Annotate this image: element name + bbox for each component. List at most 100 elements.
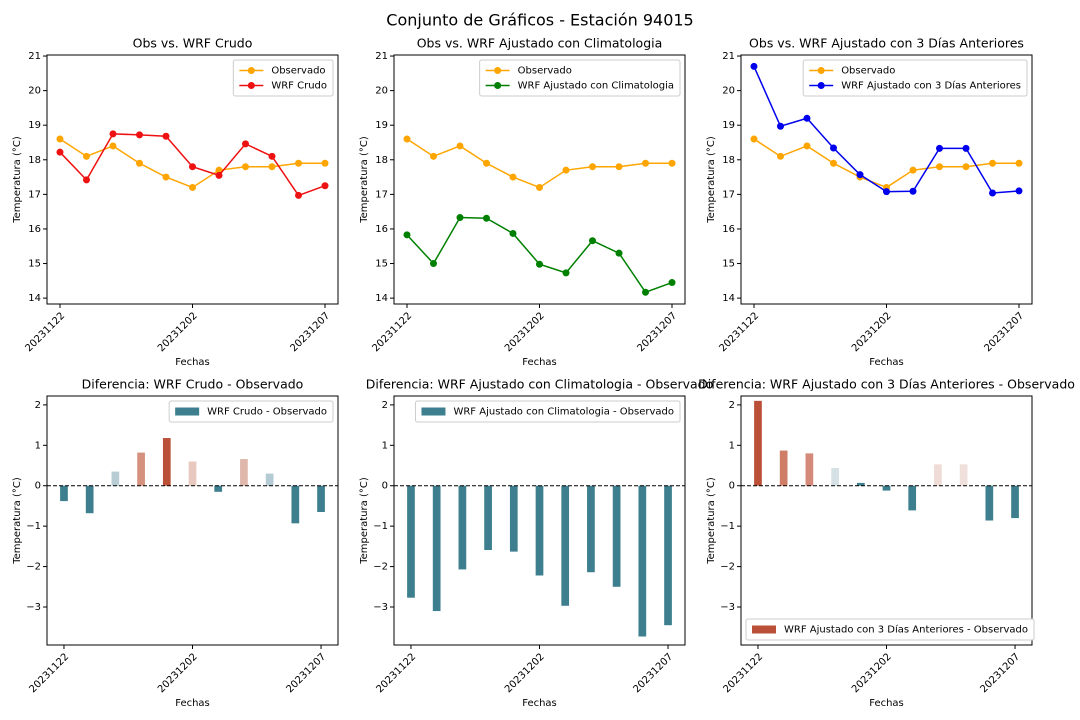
y-tick-label: 20 — [375, 86, 388, 97]
legend-box — [802, 59, 1028, 97]
bar — [60, 485, 68, 502]
legend-marker — [494, 67, 502, 74]
series-line — [406, 138, 673, 189]
legend: Observado WRF Ajustado con Climatologia — [479, 59, 681, 97]
y-tick-label: −2 — [26, 562, 41, 573]
x-tick-label: 20231207 — [635, 310, 679, 354]
x-axis-label: Fechas — [869, 698, 904, 709]
point — [162, 132, 170, 140]
legend-marker — [817, 67, 825, 74]
bar — [856, 482, 865, 486]
legend-swatch — [752, 625, 776, 634]
bar — [831, 467, 839, 486]
x-axis-label: Fechas — [522, 357, 557, 368]
legend-marker — [817, 82, 825, 89]
plot-frame — [740, 54, 1033, 305]
point — [668, 279, 676, 287]
bar — [188, 461, 197, 486]
legend: Observado WRF Ajustado con 3 Días Anterio… — [802, 59, 1028, 97]
legend: WRF Ajustado con Climatologia - Observad… — [414, 400, 681, 423]
x-tick-label: 20231202 — [850, 310, 894, 354]
point — [856, 171, 864, 179]
bar — [908, 485, 917, 511]
bar — [587, 485, 595, 573]
subplot: Diferencia: WRF Ajustado con 3 Días Ante… — [698, 377, 1075, 710]
subplot-title: Obs vs. WRF Crudo — [133, 36, 253, 51]
bar — [959, 464, 968, 486]
bar — [779, 450, 788, 486]
y-tick-label: −3 — [720, 602, 735, 613]
y-tick-label: 14 — [375, 293, 388, 304]
subplot-title: Diferencia: WRF Crudo - Observado — [82, 377, 304, 392]
x-axis-label: Fechas — [175, 357, 210, 368]
point — [536, 260, 543, 268]
y-tick-label: 1 — [729, 440, 735, 451]
legend-label: Observado — [518, 66, 572, 77]
point — [962, 163, 970, 171]
point — [429, 152, 437, 160]
y-tick-label: 17 — [28, 189, 41, 200]
y-axis-label: Temperatura (°C) — [706, 477, 717, 565]
point — [456, 142, 464, 150]
bar — [240, 459, 248, 486]
bar — [509, 485, 518, 552]
point — [615, 163, 623, 171]
point — [1015, 187, 1023, 195]
point — [135, 159, 143, 167]
x-tick-label: 20231122 — [27, 651, 71, 695]
y-tick-label: 20 — [28, 86, 41, 97]
bar — [214, 485, 223, 492]
point — [989, 159, 997, 167]
point — [189, 183, 196, 191]
y-axis-label: Temperatura (°C) — [359, 136, 370, 224]
subplot: Obs vs. WRF Crudo Fechas Temperatura (°C) 1… — [12, 36, 339, 368]
point — [589, 163, 597, 171]
x-axis-label: Fechas — [522, 698, 557, 709]
point — [509, 173, 517, 181]
point — [589, 237, 597, 245]
point — [562, 269, 570, 277]
point — [936, 144, 944, 152]
bar — [137, 452, 145, 486]
y-tick-label: 2 — [35, 400, 41, 411]
y-axis-label: Temperatura (°C) — [359, 477, 370, 565]
point — [962, 144, 970, 152]
point — [268, 163, 276, 171]
y-tick-label: 19 — [722, 120, 735, 131]
y-tick-label: 16 — [375, 224, 388, 235]
point — [536, 183, 543, 191]
point — [242, 140, 250, 148]
x-tick-label: 20231207 — [982, 310, 1026, 354]
point — [1015, 159, 1023, 167]
y-tick-label: −1 — [720, 521, 735, 532]
y-tick-label: −1 — [373, 521, 388, 532]
legend: Observado WRF Crudo — [232, 59, 334, 97]
legend-box — [232, 59, 334, 97]
x-tick-label: 20231202 — [503, 651, 547, 695]
y-tick-label: 18 — [375, 155, 388, 166]
bar — [432, 485, 441, 612]
bar — [934, 464, 942, 486]
legend-box — [168, 400, 334, 423]
y-axis-label: Temperatura (°C) — [12, 477, 23, 565]
point — [750, 135, 758, 143]
point — [135, 131, 143, 139]
y-tick-label: 21 — [722, 51, 735, 62]
point — [403, 231, 411, 239]
x-axis-label: Fechas — [869, 357, 904, 368]
bar — [265, 473, 274, 486]
point — [56, 148, 64, 156]
y-tick-label: 0 — [382, 481, 388, 492]
plot-frame — [740, 395, 1033, 646]
point — [429, 260, 437, 268]
point — [562, 166, 570, 174]
legend-label: WRF Crudo — [271, 81, 327, 92]
point — [109, 142, 117, 150]
x-axis-label: Fechas — [175, 698, 210, 709]
bar — [805, 453, 814, 486]
x-tick-label: 20231202 — [850, 651, 894, 695]
x-tick-label: 20231122 — [717, 310, 761, 354]
point — [776, 152, 784, 160]
point — [56, 135, 64, 143]
point — [215, 166, 223, 174]
